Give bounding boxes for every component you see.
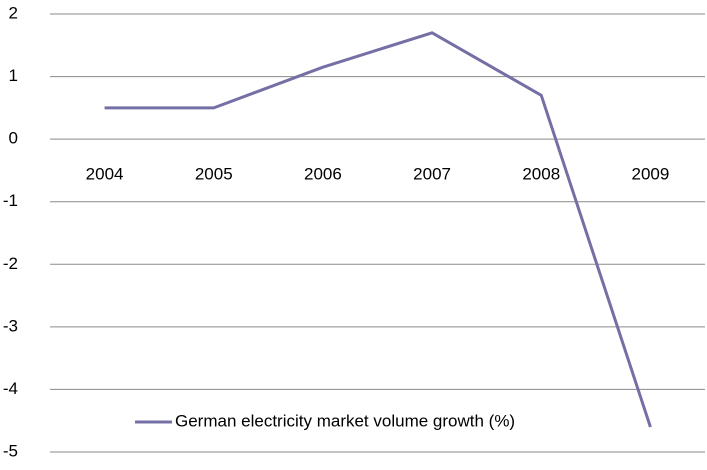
x-tick-label: 2006 <box>304 165 342 184</box>
x-tick-label: 2009 <box>632 165 670 184</box>
legend-label: German electricity market volume growth … <box>175 411 515 430</box>
y-tick-label: 0 <box>9 129 18 148</box>
y-tick-label: -4 <box>3 379 18 398</box>
y-tick-label: -5 <box>3 441 18 460</box>
x-tick-label: 2008 <box>522 165 560 184</box>
data-line <box>104 31 652 428</box>
x-tick-label: 2007 <box>413 165 451 184</box>
y-tick-label: 2 <box>9 3 18 22</box>
x-tick-label: 2005 <box>195 165 233 184</box>
y-tick-label: -3 <box>3 316 18 335</box>
y-tick-label: 1 <box>9 66 18 85</box>
y-tick-label: -2 <box>3 254 18 273</box>
y-tick-label: -1 <box>3 191 18 210</box>
x-tick-label: 2004 <box>86 165 124 184</box>
